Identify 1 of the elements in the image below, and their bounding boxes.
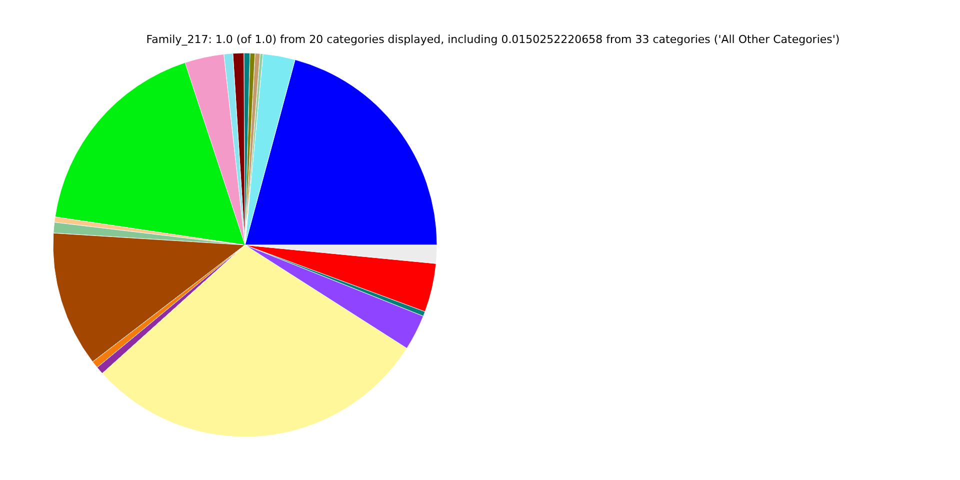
text: Family_217: 1.0 (of 1.0) from 20 categories displayed, including 0.0150252220658 from 33 categories ('All Other Categories') bbox=[145, 33, 841, 46]
